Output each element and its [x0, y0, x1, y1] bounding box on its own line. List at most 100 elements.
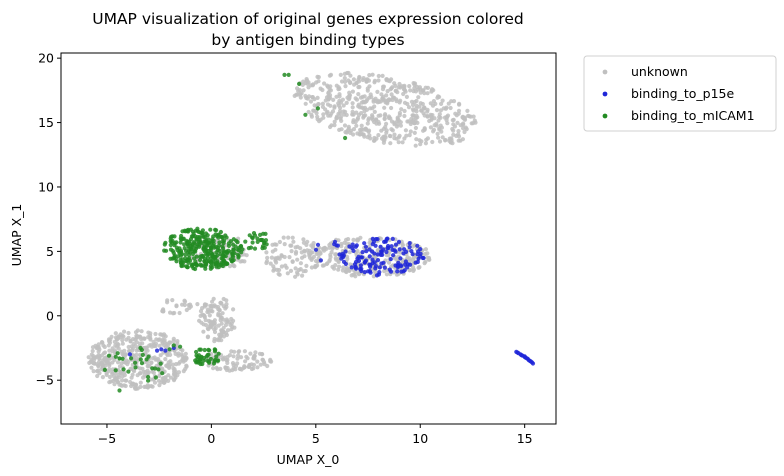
point-unknown [414, 109, 419, 114]
point-unknown [370, 72, 375, 77]
point-unknown [282, 242, 287, 247]
point-unknown [431, 99, 436, 104]
point-unknown [243, 359, 248, 364]
point-binding_to_p15e [418, 247, 423, 252]
point-binding_to_mICAM1 [146, 378, 151, 383]
point-unknown [179, 352, 184, 357]
point-unknown [162, 380, 167, 385]
point-unknown [245, 356, 250, 361]
point-unknown [323, 107, 328, 112]
point-binding_to_mICAM1 [231, 242, 236, 247]
point-binding_to_mICAM1 [183, 258, 188, 264]
point-unknown [374, 118, 379, 123]
point-binding_to_mICAM1 [230, 253, 235, 258]
point-unknown [211, 320, 216, 325]
point-unknown [411, 117, 416, 122]
point-unknown [130, 348, 135, 353]
point-unknown [248, 351, 253, 356]
point-unknown [125, 362, 130, 367]
point-binding_to_mICAM1 [133, 365, 138, 370]
point-binding_to_p15e [155, 348, 160, 353]
point-unknown [157, 373, 162, 378]
point-unknown [423, 141, 428, 146]
point-unknown [408, 88, 413, 93]
point-binding_to_p15e [515, 350, 520, 355]
point-unknown [277, 239, 282, 245]
point-binding_to_mICAM1 [192, 233, 197, 239]
point-unknown [170, 362, 175, 367]
point-unknown [408, 129, 413, 134]
point-unknown [106, 343, 111, 348]
point-binding_to_mICAM1 [187, 239, 192, 244]
point-unknown [138, 366, 143, 371]
point-unknown [346, 124, 351, 129]
point-binding_to_mICAM1 [138, 357, 143, 362]
point-unknown [151, 370, 156, 375]
point-unknown [219, 321, 224, 326]
point-binding_to_mICAM1 [140, 352, 145, 357]
point-unknown [363, 126, 368, 131]
point-unknown [157, 383, 162, 388]
point-unknown [311, 254, 316, 259]
point-unknown [451, 122, 456, 127]
point-unknown [97, 356, 102, 361]
point-unknown [301, 79, 306, 84]
point-unknown [329, 111, 334, 116]
point-unknown [290, 259, 295, 264]
point-unknown [145, 364, 150, 369]
point-unknown [422, 113, 427, 118]
point-binding_to_mICAM1 [262, 245, 267, 250]
point-unknown [268, 359, 273, 364]
point-unknown [345, 95, 350, 100]
point-unknown [103, 361, 108, 366]
y-tick-label: 10 [38, 179, 54, 194]
point-binding_to_p15e [343, 249, 348, 254]
point-binding_to_p15e [387, 267, 392, 272]
point-unknown [171, 366, 176, 371]
point-unknown [220, 356, 225, 361]
y-tick-label: 20 [38, 51, 54, 66]
point-binding_to_p15e [367, 262, 372, 267]
point-unknown [386, 115, 392, 121]
point-unknown [175, 341, 180, 346]
point-unknown [114, 336, 120, 341]
point-unknown [116, 372, 121, 378]
point-binding_to_mICAM1 [215, 245, 221, 250]
point-unknown [400, 242, 405, 247]
point-unknown [338, 111, 343, 116]
point-unknown [120, 351, 125, 356]
point-unknown [211, 296, 216, 301]
x-tick-label: 15 [517, 431, 533, 446]
point-unknown [408, 267, 413, 273]
point-unknown [443, 137, 448, 143]
point-unknown [411, 113, 416, 118]
point-binding_to_p15e [403, 259, 408, 264]
point-binding_to_p15e [415, 252, 420, 257]
legend-box [583, 55, 777, 132]
point-unknown [333, 256, 338, 261]
point-unknown [279, 264, 284, 269]
point-unknown [172, 377, 177, 382]
point-binding_to_mICAM1 [214, 228, 219, 233]
point-unknown [260, 357, 266, 363]
point-unknown [264, 259, 270, 264]
point-unknown [339, 241, 344, 247]
point-binding_to_p15e [337, 252, 342, 257]
point-unknown [149, 384, 154, 389]
point-unknown [135, 328, 140, 333]
point-binding_to_p15e [363, 244, 368, 249]
point-unknown [382, 269, 387, 274]
point-unknown [412, 100, 417, 105]
point-unknown [365, 135, 370, 140]
point-unknown [382, 138, 387, 143]
point-unknown [269, 255, 274, 260]
point-unknown [316, 75, 321, 80]
point-unknown [124, 358, 129, 363]
point-unknown [277, 272, 282, 277]
point-unknown [445, 121, 450, 126]
point-unknown [201, 313, 206, 318]
point-unknown [403, 128, 408, 133]
point-unknown [290, 235, 295, 240]
point-unknown [148, 336, 153, 341]
point-unknown [356, 92, 361, 97]
